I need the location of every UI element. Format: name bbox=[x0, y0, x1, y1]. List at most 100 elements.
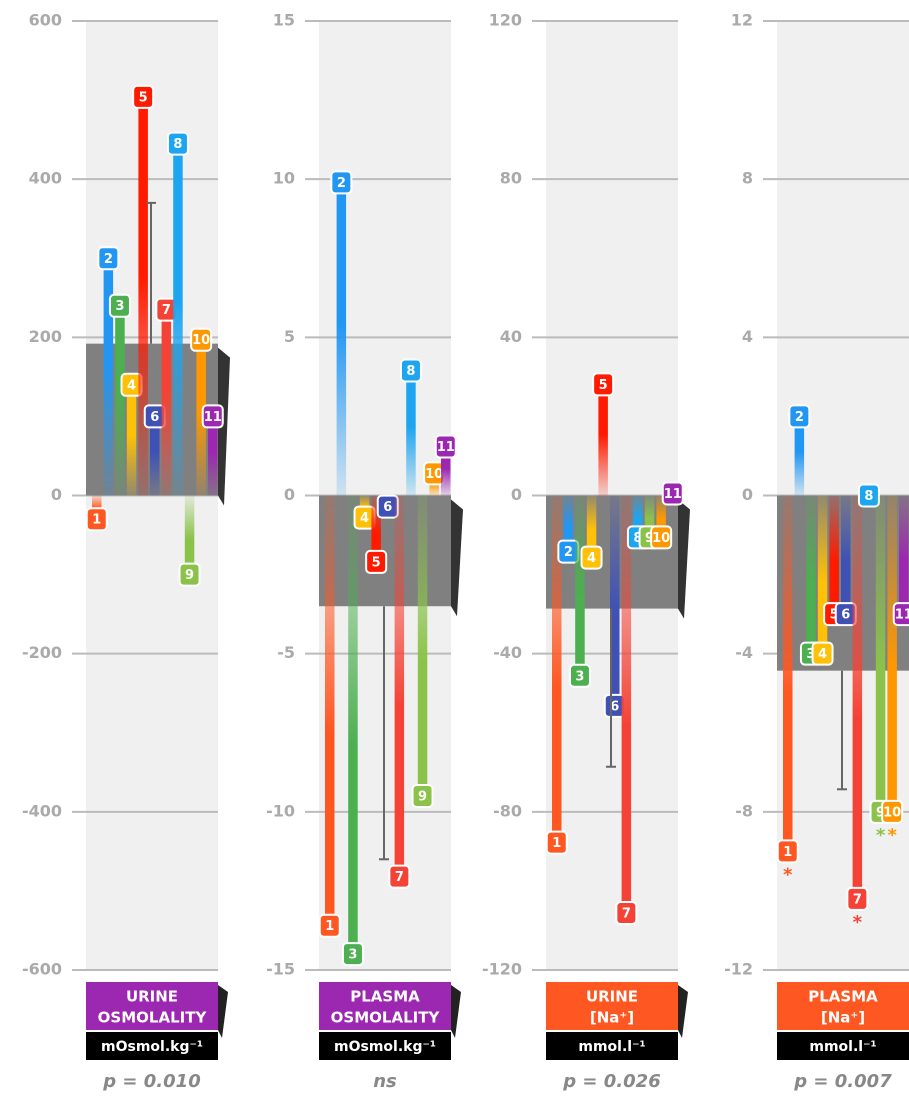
subject-label-box bbox=[85, 507, 108, 532]
subject-bar bbox=[829, 495, 839, 615]
y-tick-label: -400 bbox=[22, 801, 62, 820]
y-tick-label: -8 bbox=[735, 801, 753, 820]
mean-shadow bbox=[678, 499, 690, 619]
subject-bar bbox=[138, 96, 148, 496]
subject-bar bbox=[899, 495, 909, 615]
subject-bar bbox=[441, 446, 451, 496]
subject-bar bbox=[875, 495, 886, 812]
y-tick-label: 40 bbox=[500, 327, 522, 346]
p-value: p = 0.007 bbox=[793, 1071, 892, 1092]
subject-label-box bbox=[330, 170, 353, 195]
title-shadow bbox=[678, 985, 688, 1038]
subject-label-box bbox=[97, 246, 120, 271]
subject-bar bbox=[208, 416, 218, 496]
significance-mark: * bbox=[887, 825, 897, 846]
y-tick-label: 400 bbox=[29, 169, 62, 188]
subject-label-box bbox=[661, 481, 684, 506]
subject-bar bbox=[621, 495, 632, 914]
subject-label-box bbox=[411, 784, 434, 809]
subject-label-box bbox=[545, 830, 568, 855]
subject-bar bbox=[173, 143, 183, 496]
panel-title: URINE bbox=[586, 988, 638, 1006]
title-box bbox=[777, 982, 909, 1030]
subject-label: 4 bbox=[587, 551, 596, 566]
subject-label-box bbox=[132, 84, 155, 109]
subject-label: 4 bbox=[127, 378, 136, 393]
subject-bar bbox=[552, 495, 562, 843]
subject-label-box bbox=[592, 372, 615, 397]
subject-bar bbox=[644, 495, 655, 538]
subject-label: 5 bbox=[372, 555, 381, 570]
y-tick-label: 80 bbox=[500, 169, 522, 188]
y-tick-label: -12 bbox=[724, 960, 753, 979]
subject-label: 1 bbox=[325, 919, 334, 934]
subject-label: 11 bbox=[204, 410, 222, 425]
subject-label: 5 bbox=[830, 608, 839, 623]
subject-label: 9 bbox=[418, 790, 427, 805]
subject-label: 5 bbox=[139, 90, 148, 105]
subject-bar bbox=[852, 495, 863, 899]
subject-bar bbox=[586, 495, 597, 558]
y-tick-label: -600 bbox=[22, 960, 62, 979]
subject-label-box bbox=[568, 663, 591, 688]
significance-mark: * bbox=[876, 825, 886, 846]
subject-bar bbox=[610, 495, 620, 706]
subject-label-box bbox=[318, 913, 341, 938]
subject-label: 11 bbox=[664, 487, 682, 502]
subject-label-box bbox=[580, 545, 603, 570]
subject-label: 10 bbox=[192, 333, 210, 348]
subject-label-box bbox=[399, 358, 422, 383]
subject-label: 11 bbox=[437, 440, 455, 455]
y-tick-label: -10 bbox=[266, 801, 295, 820]
unit-label: mOsmol.kg⁻¹ bbox=[334, 1039, 436, 1055]
subject-label-box bbox=[615, 901, 638, 926]
subject-label: 7 bbox=[853, 892, 862, 907]
subject-label-box bbox=[788, 404, 811, 429]
subject-bar bbox=[115, 305, 125, 496]
subject-label: 8 bbox=[173, 137, 182, 152]
panel-title: OSMOLALITY bbox=[331, 1009, 441, 1027]
subject-bar bbox=[336, 182, 347, 496]
subject-label: 8 bbox=[633, 531, 642, 546]
subject-label: 1 bbox=[552, 836, 561, 851]
subject-bar bbox=[126, 384, 137, 496]
y-tick-label: -200 bbox=[22, 643, 62, 662]
subject-bar bbox=[563, 495, 574, 552]
subject-bar bbox=[841, 495, 851, 615]
y-tick-label: 0 bbox=[284, 485, 295, 504]
subject-label: 3 bbox=[806, 647, 815, 662]
subject-bar bbox=[406, 370, 416, 496]
subject-label: 1 bbox=[92, 513, 101, 528]
title-box bbox=[319, 982, 451, 1030]
subject-bar bbox=[806, 495, 816, 654]
subject-bar bbox=[325, 495, 335, 926]
unit-label: mmol.l⁻¹ bbox=[578, 1039, 645, 1055]
subject-label-box bbox=[434, 434, 457, 459]
subject-label: 7 bbox=[395, 870, 404, 885]
title-box bbox=[86, 982, 218, 1030]
p-value: p = 0.026 bbox=[562, 1071, 660, 1092]
subject-bar bbox=[633, 495, 643, 538]
y-tick-label: -15 bbox=[266, 960, 295, 979]
subject-label: 9 bbox=[645, 531, 654, 546]
subject-bar bbox=[150, 416, 160, 496]
subject-label-box bbox=[846, 886, 869, 911]
subject-label-box bbox=[365, 549, 388, 574]
panel-title: OSMOLALITY bbox=[98, 1009, 208, 1027]
mean-shadow bbox=[218, 347, 230, 506]
y-tick-label: -4 bbox=[735, 643, 753, 662]
subject-bar bbox=[656, 495, 666, 538]
subject-label: 6 bbox=[841, 608, 850, 623]
subject-label-box bbox=[178, 562, 201, 587]
subject-label-box bbox=[881, 799, 904, 824]
y-tick-label: 0 bbox=[51, 485, 62, 504]
subject-bar bbox=[817, 495, 828, 654]
unit-box bbox=[777, 1032, 909, 1060]
subject-label: 3 bbox=[575, 669, 584, 684]
unit-box bbox=[319, 1032, 451, 1060]
subject-label: 2 bbox=[104, 252, 113, 267]
subject-label-box bbox=[776, 839, 799, 864]
p-value: ns bbox=[373, 1071, 397, 1092]
panel-title: [Na⁺] bbox=[590, 1009, 634, 1027]
